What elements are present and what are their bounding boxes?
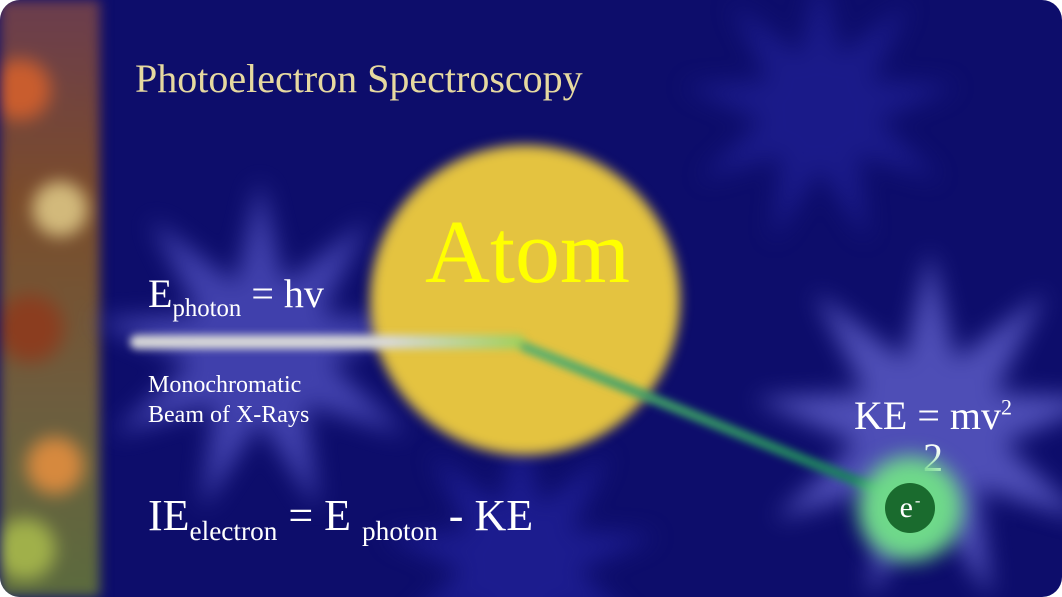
photon-energy-equation: Ephoton = hv xyxy=(148,270,324,323)
ie-eq-IE: IE xyxy=(148,491,190,540)
slide-title: Photoelectron Spectroscopy xyxy=(135,55,583,102)
ie-eq-rhs: - KE xyxy=(438,491,533,540)
beam-label-line1: Monochromatic xyxy=(148,372,301,398)
electron-label-sup: - xyxy=(915,491,921,510)
ie-eq-sub2: photon xyxy=(362,516,438,546)
electron-icon: e- xyxy=(885,483,935,533)
slide-frame: Photoelectron Spectroscopy Atom Ephoton … xyxy=(0,0,1062,597)
ke-eq-sup: 2 xyxy=(1001,395,1012,420)
ie-eq-sub1: electron xyxy=(190,516,278,546)
photon-eq-sub: photon xyxy=(172,295,241,322)
photon-eq-E: E xyxy=(148,271,172,316)
xray-beam xyxy=(130,335,525,349)
ionization-energy-equation: IEelectron = E photon - KE xyxy=(148,490,533,547)
ie-eq-mid: = E xyxy=(277,491,362,540)
electron-label: e xyxy=(900,491,913,524)
beam-label: Monochromatic Beam of X-Rays xyxy=(148,370,309,430)
photon-eq-rhs: = hv xyxy=(241,271,324,316)
atom-label: Atom xyxy=(425,210,625,296)
ke-eq-line1: KE = mv xyxy=(854,393,1001,438)
beam-label-line2: Beam of X-Rays xyxy=(148,402,309,428)
